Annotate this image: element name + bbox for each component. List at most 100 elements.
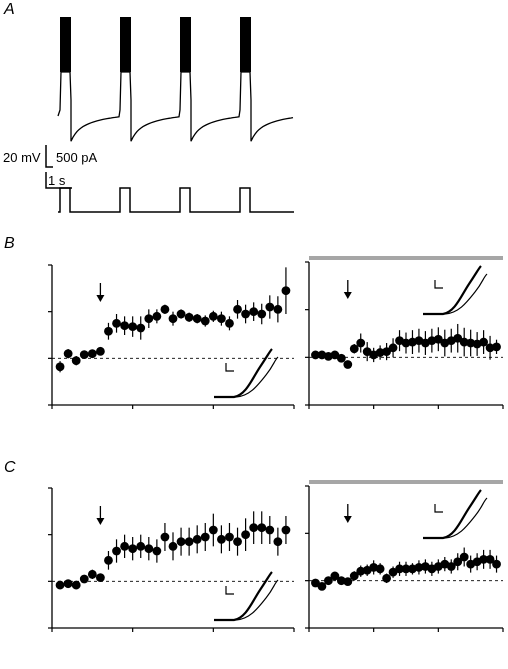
data-point (249, 523, 259, 533)
data-point (281, 286, 291, 296)
chart-c-right (305, 480, 504, 632)
data-point (176, 309, 186, 319)
data-point (382, 573, 391, 583)
panel-a: A 20 mV 500 pA 1 s (3, 1, 294, 213)
chart-b-right (305, 256, 504, 409)
data-point (466, 338, 476, 348)
data-point (330, 350, 340, 360)
spike-burst-3 (240, 17, 251, 72)
data-point (112, 546, 121, 556)
data-point (144, 314, 154, 324)
data-point (446, 562, 456, 571)
data-point (492, 559, 501, 569)
data-point (96, 573, 105, 582)
data-point (311, 578, 320, 588)
panel-letter-a: A (3, 1, 15, 18)
data-point (395, 564, 404, 574)
current-command-trace (58, 187, 294, 213)
data-point (459, 552, 469, 562)
ap-arrow-head (343, 516, 352, 523)
data-point (311, 350, 320, 360)
data-point (63, 349, 73, 359)
inset-scale-bar (225, 363, 234, 372)
data-point (79, 350, 89, 359)
data-point (168, 541, 178, 551)
data-point (241, 530, 251, 540)
data-point (343, 577, 353, 587)
data-point (356, 338, 366, 348)
data-point (225, 318, 234, 328)
data-point (144, 544, 154, 554)
data-point (168, 314, 178, 324)
data-point (87, 349, 97, 359)
inset-trace-after (423, 265, 482, 316)
data-point (104, 326, 113, 336)
data-point (208, 525, 218, 535)
ap-arrow-head (343, 292, 352, 299)
data-point (128, 544, 138, 554)
data-point (208, 311, 218, 321)
ap-arrow-head (96, 518, 105, 525)
data-point (192, 534, 202, 544)
data-point (200, 532, 210, 542)
data-point (485, 343, 495, 353)
data-point (375, 348, 385, 357)
data-point (362, 347, 372, 357)
spike-burst-2 (180, 17, 191, 72)
data-point (120, 541, 129, 551)
data-point (492, 342, 501, 352)
inset-trace-before (423, 273, 488, 315)
voltage-scale-bar (45, 145, 53, 168)
data-point (273, 304, 283, 314)
data-point (336, 576, 346, 586)
data-point (176, 537, 186, 547)
data-point (200, 316, 210, 326)
data-point (87, 569, 97, 579)
data-point (184, 312, 194, 322)
data-point (241, 309, 251, 319)
data-point (479, 554, 488, 564)
inset-trace-before (214, 356, 279, 398)
ap-arrow-head (96, 295, 105, 302)
data-point (453, 557, 463, 567)
data-point (388, 343, 398, 353)
time-scale-label: 1 s (48, 173, 66, 188)
drug-bar (309, 480, 503, 484)
data-point (136, 541, 146, 551)
inset-trace-before (423, 497, 488, 539)
data-point (192, 314, 202, 324)
data-point (233, 304, 242, 314)
data-point (401, 338, 411, 348)
data-point (160, 304, 170, 314)
panel-letter-b: B (4, 235, 15, 252)
voltage-trace (57, 71, 294, 142)
data-point (217, 534, 226, 544)
data-point (257, 523, 267, 533)
inset-scale-bar (434, 504, 443, 513)
data-point (330, 571, 340, 581)
data-point (356, 566, 366, 576)
data-point (152, 546, 162, 556)
data-point (249, 307, 259, 317)
data-point (453, 333, 463, 343)
inset-scale-bar (225, 586, 234, 595)
inset-scale-bar (434, 280, 443, 289)
drug-bar (309, 256, 503, 260)
data-point (79, 574, 89, 584)
data-point (349, 571, 359, 581)
chart-c-left (48, 487, 295, 632)
data-point (485, 554, 495, 564)
current-scale-label: 500 pA (56, 150, 98, 165)
data-point (128, 322, 138, 331)
data-point (71, 580, 81, 590)
data-point (96, 346, 105, 356)
data-point (55, 362, 65, 372)
data-point (414, 563, 424, 572)
chart-b-left (48, 264, 295, 409)
data-point (120, 321, 129, 331)
data-point (401, 564, 411, 574)
data-point (281, 525, 291, 535)
inset-trace-after (214, 348, 273, 399)
inset-trace-after (214, 571, 273, 622)
